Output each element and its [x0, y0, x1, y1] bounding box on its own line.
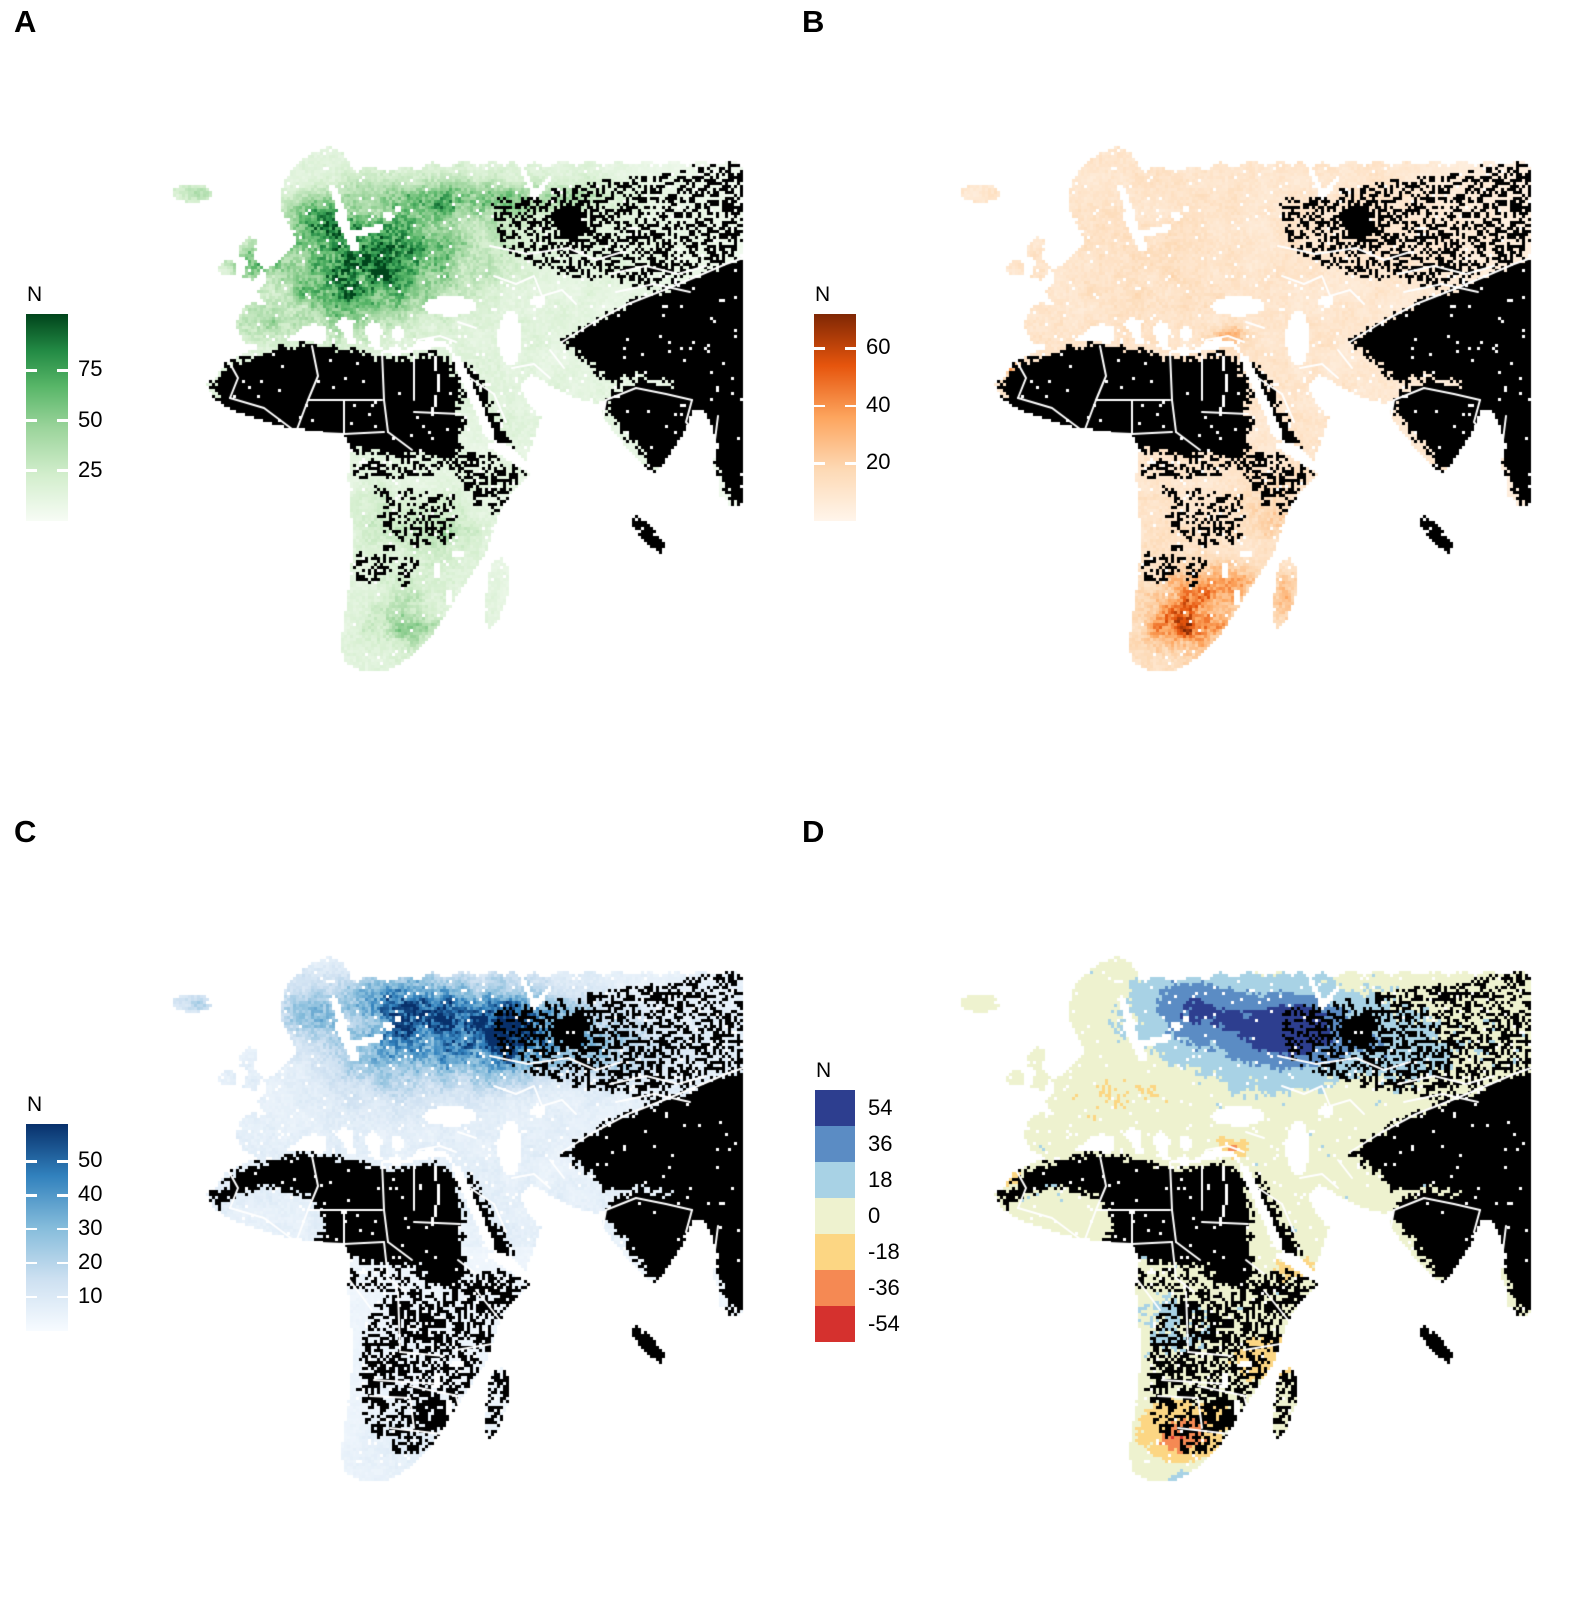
- legend-class-label: 36: [868, 1131, 893, 1156]
- legend-tick: [814, 404, 825, 408]
- panel-d-legend: N 54 36 18 0 -18 -36 -54: [815, 1059, 945, 1342]
- legend-tick-label: 60: [866, 334, 891, 360]
- panel-a-legend: N 75 50 25: [26, 283, 156, 521]
- panel-b-legend: N 60 40 20: [814, 283, 944, 521]
- legend-class-row: -18: [815, 1234, 945, 1270]
- legend-tick: [57, 369, 68, 372]
- legend-tick: [26, 1227, 37, 1231]
- legend-tick-label: 50: [78, 406, 103, 432]
- legend-tick: [26, 1295, 37, 1299]
- panel-d-map: [946, 926, 1534, 1522]
- panel-a-label: A: [14, 4, 37, 39]
- legend-class-row: -54: [815, 1306, 945, 1342]
- legend-tick: [845, 462, 856, 465]
- legend-tick: [845, 347, 856, 350]
- panel-d-legend-blocks: 54 36 18 0 -18 -36 -54: [815, 1090, 945, 1342]
- legend-class-swatch: [815, 1270, 855, 1306]
- legend-class-row: 54: [815, 1090, 945, 1126]
- legend-class-label: 18: [868, 1167, 893, 1192]
- legend-tick-label: 30: [78, 1215, 103, 1241]
- legend-tick: [814, 462, 825, 465]
- panel-c-label: C: [14, 814, 37, 849]
- legend-tick-label: 40: [866, 391, 891, 417]
- legend-tick-label: 20: [866, 449, 891, 475]
- legend-class-row: 18: [815, 1162, 945, 1198]
- panel-b-label: B: [802, 4, 825, 39]
- legend-tick: [26, 419, 37, 422]
- panel-b-map: [946, 116, 1534, 712]
- panel-d: D N 54 36 18 0 -18 -36 -54: [788, 810, 1576, 1619]
- legend-tick: [57, 1159, 68, 1163]
- panel-a: A N 75 50 25: [0, 0, 788, 809]
- legend-tick: [26, 1261, 37, 1265]
- legend-tick: [57, 419, 68, 422]
- panel-c-legend: N 50 40 30 20 10: [26, 1093, 156, 1331]
- panel-a-colorbar: 75 50 25: [26, 314, 102, 521]
- legend-tick: [26, 469, 37, 472]
- legend-tick: [26, 1193, 37, 1197]
- legend-tick: [26, 369, 37, 372]
- legend-tick: [57, 469, 68, 472]
- legend-class-swatch: [815, 1162, 855, 1198]
- legend-class-label: -54: [868, 1311, 900, 1336]
- legend-class-row: -36: [815, 1270, 945, 1306]
- legend-class-label: -36: [868, 1275, 900, 1300]
- legend-tick-label: 25: [78, 456, 103, 482]
- legend-tick: [814, 347, 825, 350]
- panel-b-legend-title: N: [815, 283, 831, 306]
- legend-class-label: 0: [868, 1203, 881, 1228]
- panel-a-legend-title: N: [27, 283, 43, 306]
- legend-class-swatch: [815, 1126, 855, 1162]
- legend-tick-label: 10: [78, 1283, 103, 1309]
- legend-class-row: 0: [815, 1198, 945, 1234]
- legend-tick: [57, 1227, 68, 1231]
- legend-tick: [57, 1261, 68, 1265]
- legend-tick-label: 50: [78, 1147, 103, 1173]
- legend-class-swatch: [815, 1234, 855, 1270]
- legend-tick-label: 40: [78, 1181, 103, 1207]
- legend-tick: [57, 1193, 68, 1197]
- legend-tick: [845, 404, 856, 408]
- panel-d-label: D: [802, 814, 825, 849]
- legend-tick: [26, 1159, 37, 1163]
- legend-tick-label: 20: [78, 1249, 103, 1275]
- panel-b-colorbar: 60 40 20: [814, 314, 890, 521]
- panel-c-colorbar: 50 40 30 20 10: [26, 1124, 102, 1331]
- legend-tick: [57, 1295, 68, 1299]
- panel-c-legend-title: N: [27, 1093, 43, 1116]
- panel-c: C N 50 40 30 20 10: [0, 810, 788, 1619]
- panel-b: B N 60 40 20: [788, 0, 1576, 809]
- panel-c-map: [158, 926, 746, 1522]
- legend-class-label: 54: [868, 1095, 893, 1120]
- panel-d-legend-title: N: [816, 1059, 832, 1082]
- legend-class-swatch: [815, 1090, 855, 1126]
- legend-tick-label: 75: [78, 356, 103, 382]
- legend-class-row: 36: [815, 1126, 945, 1162]
- legend-class-swatch: [815, 1198, 855, 1234]
- legend-class-label: -18: [868, 1239, 900, 1264]
- legend-class-swatch: [815, 1306, 855, 1342]
- panel-a-map: [158, 116, 746, 712]
